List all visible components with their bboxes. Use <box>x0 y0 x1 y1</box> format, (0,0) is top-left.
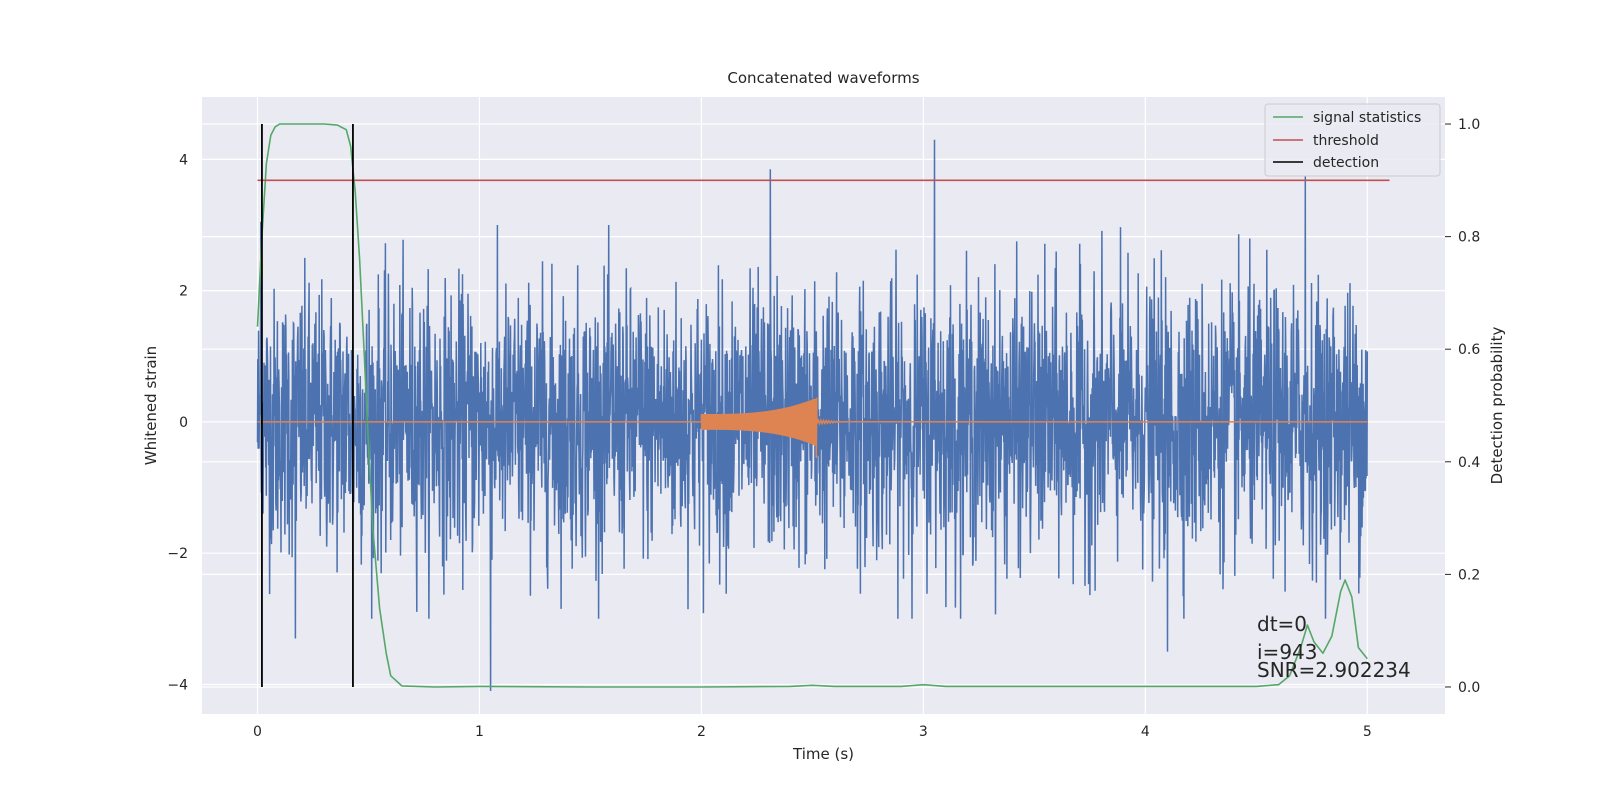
legend-label-threshold: threshold <box>1313 133 1379 149</box>
y2-axis-label: Detection probability <box>1488 327 1506 485</box>
series-layer <box>256 123 1390 692</box>
annotation-i: i=943 <box>1257 640 1318 664</box>
x-tick-label: 0 <box>253 724 262 740</box>
x-tick-label: 1 <box>475 724 484 740</box>
series-strain-noise <box>256 139 1369 692</box>
legend: signal statistics threshold detection <box>1264 103 1441 177</box>
x-tick-label: 5 <box>1363 724 1372 740</box>
chart-title: Concatenated waveforms <box>727 69 919 87</box>
y2-tick-label: 0.0 <box>1458 680 1480 696</box>
y2-tick-label: 0.8 <box>1458 230 1480 246</box>
annotations: dt=0 i=943 SNR=2.902234 <box>1257 612 1411 682</box>
x-tick-label: 3 <box>919 724 928 740</box>
y-axis-label: Whitened strain <box>142 346 160 465</box>
y2-tick-label: 0.2 <box>1458 567 1480 583</box>
x-tick-label: 4 <box>1141 724 1150 740</box>
y-tick-label: 2 <box>179 284 188 300</box>
y2-tick-label: 0.6 <box>1458 342 1480 358</box>
legend-label-signal-statistics: signal statistics <box>1313 110 1421 126</box>
series-signal-statistics <box>256 123 1368 688</box>
ticks: 0 1 2 3 4 5 −4 −2 0 2 4 0.0 0.2 0.4 0.6 0.8 1.0 <box>167 117 1480 740</box>
y-tick-label: −2 <box>167 546 188 562</box>
y2-tick-label: 0.4 <box>1458 455 1480 471</box>
y2-tick-label: 1.0 <box>1458 117 1480 133</box>
grid <box>202 97 1445 714</box>
series-chirp-template <box>257 397 1368 459</box>
legend-box <box>1264 103 1441 177</box>
y-tick-label: −4 <box>167 677 188 693</box>
y-tick-label: 4 <box>179 152 188 168</box>
annotation-snr: SNR=2.902234 <box>1257 658 1411 682</box>
x-axis-label: Time (s) <box>792 745 854 763</box>
x-tick-label: 2 <box>697 724 706 740</box>
legend-label-detection: detection <box>1313 155 1379 171</box>
annotation-dt: dt=0 <box>1257 612 1307 636</box>
y-tick-label: 0 <box>179 415 188 431</box>
